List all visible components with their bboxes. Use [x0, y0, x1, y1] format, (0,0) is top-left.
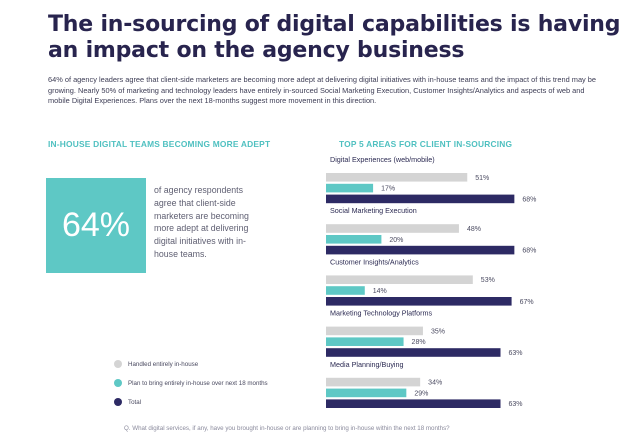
bar	[326, 173, 468, 182]
data-label: 68%	[522, 248, 536, 255]
legend-swatch	[114, 398, 122, 406]
category-label: Digital Experiences (web/mobile)	[330, 155, 435, 164]
legend-label: Total	[128, 399, 142, 406]
data-label: 20%	[389, 237, 403, 244]
data-label: 14%	[373, 288, 387, 295]
bar	[326, 235, 382, 244]
data-label: 51%	[475, 175, 489, 182]
legend-label: Plan to bring entirely in-house over nex…	[128, 380, 268, 387]
data-label: 17%	[381, 186, 395, 193]
bar	[326, 337, 404, 346]
legend-swatch	[114, 379, 122, 387]
category-label: Customer Insights/Analytics	[330, 257, 419, 266]
bar	[326, 377, 421, 387]
data-label: 53%	[481, 277, 495, 284]
category-label: Social Marketing Execution	[330, 206, 417, 215]
legend-swatch	[114, 360, 122, 368]
page-title: The in-sourcing of digital capabilities …	[48, 12, 621, 63]
data-label: 48%	[467, 226, 481, 233]
bar	[326, 194, 515, 204]
category-label: Marketing Technology Platforms	[330, 309, 433, 318]
stat-box: 64%	[46, 178, 146, 273]
data-label: 29%	[414, 390, 428, 397]
data-label: 63%	[509, 401, 523, 408]
data-label: 63%	[509, 350, 523, 357]
data-label: 28%	[412, 339, 426, 346]
left-section-heading: IN-HOUSE DIGITAL TEAMS BECOMING MORE ADE…	[48, 139, 271, 149]
data-label: 68%	[522, 196, 536, 203]
bar	[326, 183, 374, 193]
bar	[326, 326, 423, 336]
stat-description: of agency respondents agree that client-…	[154, 185, 249, 259]
data-label: 34%	[428, 380, 442, 387]
chart-heading: TOP 5 AREAS FOR CLIENT IN-SOURCING	[339, 139, 513, 149]
bar	[326, 286, 365, 295]
bar	[326, 348, 501, 357]
legend-label: Handled entirely in-house	[128, 361, 199, 368]
category-label: Media Planning/Buying	[330, 360, 404, 369]
stat-value: 64%	[61, 206, 131, 244]
bar	[326, 399, 501, 408]
bar	[326, 245, 515, 255]
bar	[326, 388, 407, 398]
data-label: 67%	[520, 299, 534, 306]
bar	[326, 275, 473, 284]
data-label: 35%	[431, 328, 445, 335]
bar	[326, 224, 459, 233]
intro-paragraph: 64% of agency leaders agree that client-…	[48, 75, 597, 105]
bar	[326, 297, 512, 306]
footnote: Q. What digital services, if any, have y…	[124, 425, 450, 432]
